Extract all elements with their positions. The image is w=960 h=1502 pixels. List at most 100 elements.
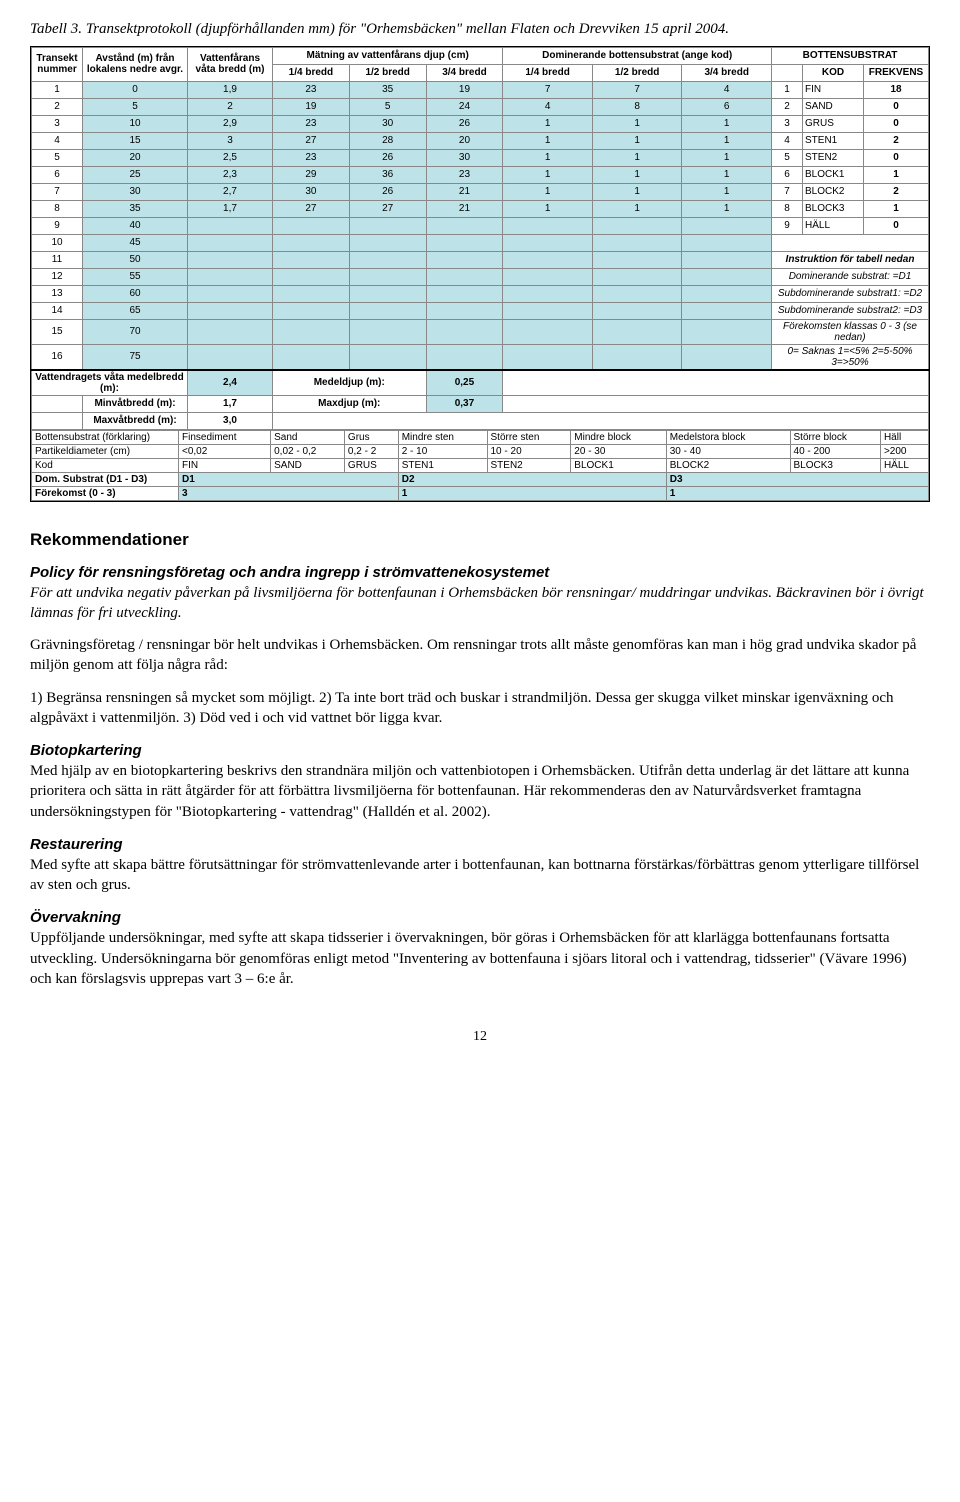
- table-cell: 1: [592, 183, 682, 200]
- table-cell: 6: [682, 98, 772, 115]
- table-cell: 21: [426, 183, 503, 200]
- dom-d1: D1: [179, 472, 399, 486]
- h-s1: 1/4 bredd: [503, 64, 593, 81]
- legend-cell: Bottensubstrat (förklaring): [32, 430, 179, 444]
- sum-medelbredd: 2,4: [188, 370, 273, 396]
- h-depth-group: Mätning av vattenfårans djup (cm): [273, 47, 503, 64]
- table-cell: 2,3: [188, 166, 273, 183]
- table-cell: 24: [426, 98, 503, 115]
- legend-cell: 2 - 10: [398, 444, 487, 458]
- table-cell: 23: [273, 149, 350, 166]
- table-cell: 7: [592, 81, 682, 98]
- table-cell: [503, 344, 593, 370]
- table-cell: [592, 268, 682, 285]
- table-cell: [426, 344, 503, 370]
- rek-title: Rekommendationer: [30, 530, 930, 550]
- for-v1: 3: [179, 486, 399, 500]
- table-cell: 2,7: [188, 183, 273, 200]
- table-cell: 35: [83, 200, 188, 217]
- legend-cell: HÄLL: [880, 458, 928, 472]
- legend-cell: Större block: [790, 430, 880, 444]
- table-cell: [349, 344, 426, 370]
- biotop-p: Med hjälp av en biotopkartering beskrivs…: [30, 761, 930, 822]
- table-cell: 2: [864, 132, 929, 149]
- instr-line: Dominerande substrat: =D1: [772, 268, 929, 285]
- table-cell: 18: [864, 81, 929, 98]
- h-transekt2: nummer: [37, 64, 76, 75]
- rest-head: Restaurering: [30, 836, 930, 853]
- policy-p3: 1) Begränsa rensningen så mycket som möj…: [30, 688, 930, 729]
- page-number: 12: [30, 1029, 930, 1045]
- table-cell: 2,9: [188, 115, 273, 132]
- table-cell: [682, 268, 772, 285]
- table-cell: 3: [188, 132, 273, 149]
- table-cell: [273, 234, 350, 251]
- legend-cell: 0,2 - 2: [344, 444, 398, 458]
- table-cell: [188, 217, 273, 234]
- transect-protocol: Transektnummer Avstånd (m) frånlokalens …: [30, 46, 930, 502]
- table-cell: 20: [426, 132, 503, 149]
- table-cell: 35: [349, 81, 426, 98]
- table-cell: 4: [772, 132, 803, 149]
- table-cell: 0: [864, 115, 929, 132]
- legend-cell: 0,02 - 0,2: [271, 444, 345, 458]
- table-cell: 23: [273, 81, 350, 98]
- table-cell: [188, 234, 273, 251]
- table-cell: 60: [83, 285, 188, 302]
- table-cell: 75: [83, 344, 188, 370]
- table-cell: 1: [592, 149, 682, 166]
- legend-cell: SAND: [271, 458, 345, 472]
- table-cell: 5: [83, 98, 188, 115]
- table-cell: 6: [32, 166, 83, 183]
- h-s3: 3/4 bredd: [682, 64, 772, 81]
- table-cell: FIN: [803, 81, 864, 98]
- table-cell: [188, 344, 273, 370]
- table-cell: [349, 285, 426, 302]
- table-cell: 1: [682, 166, 772, 183]
- table-cell: [188, 285, 273, 302]
- table-cell: 1: [682, 200, 772, 217]
- table-cell: [426, 251, 503, 268]
- table-cell: 1: [592, 132, 682, 149]
- table-cell: 7: [32, 183, 83, 200]
- table-cell: 30: [273, 183, 350, 200]
- table-cell: 8: [772, 200, 803, 217]
- table-cell: [349, 234, 426, 251]
- table-cell: 23: [273, 115, 350, 132]
- for-v2: 1: [398, 486, 666, 500]
- dom-label: Dom. Substrat (D1 - D3): [32, 472, 179, 486]
- table-cell: [592, 285, 682, 302]
- table-cell: 70: [83, 319, 188, 344]
- over-p: Uppföljande undersökningar, med syfte at…: [30, 928, 930, 989]
- h-right-top: BOTTENSUBSTRAT: [772, 47, 929, 64]
- dom-d2: D2: [398, 472, 666, 486]
- policy-p2: Grävningsföretag / rensningar bör helt u…: [30, 635, 930, 676]
- table-cell: [273, 251, 350, 268]
- legend-cell: BLOCK1: [571, 458, 666, 472]
- table-cell: 26: [426, 115, 503, 132]
- table-cell: 1: [772, 81, 803, 98]
- table-cell: 10: [83, 115, 188, 132]
- table-cell: [503, 217, 593, 234]
- instr-line: 0= Saknas 1=<5% 2=5-50% 3=>50%: [772, 344, 929, 370]
- table-cell: 1: [682, 115, 772, 132]
- legend-cell: Medelstora block: [666, 430, 790, 444]
- h-s2: 1/2 bredd: [592, 64, 682, 81]
- table-cell: 3: [772, 115, 803, 132]
- table-cell: 30: [83, 183, 188, 200]
- table-cell: [349, 251, 426, 268]
- h-kod: KOD: [803, 64, 864, 81]
- table-cell: [273, 268, 350, 285]
- table-cell: 30: [349, 115, 426, 132]
- legend-cell: 20 - 30: [571, 444, 666, 458]
- table-cell: 5: [349, 98, 426, 115]
- for-label: Förekomst (0 - 3): [32, 486, 179, 500]
- legend-cell: STEN2: [487, 458, 571, 472]
- table-cell: 29: [273, 166, 350, 183]
- table-cell: [349, 302, 426, 319]
- table-cell: BLOCK1: [803, 166, 864, 183]
- table-cell: 4: [682, 81, 772, 98]
- table-cell: STEN1: [803, 132, 864, 149]
- table-cell: [592, 302, 682, 319]
- table-cell: 1: [592, 115, 682, 132]
